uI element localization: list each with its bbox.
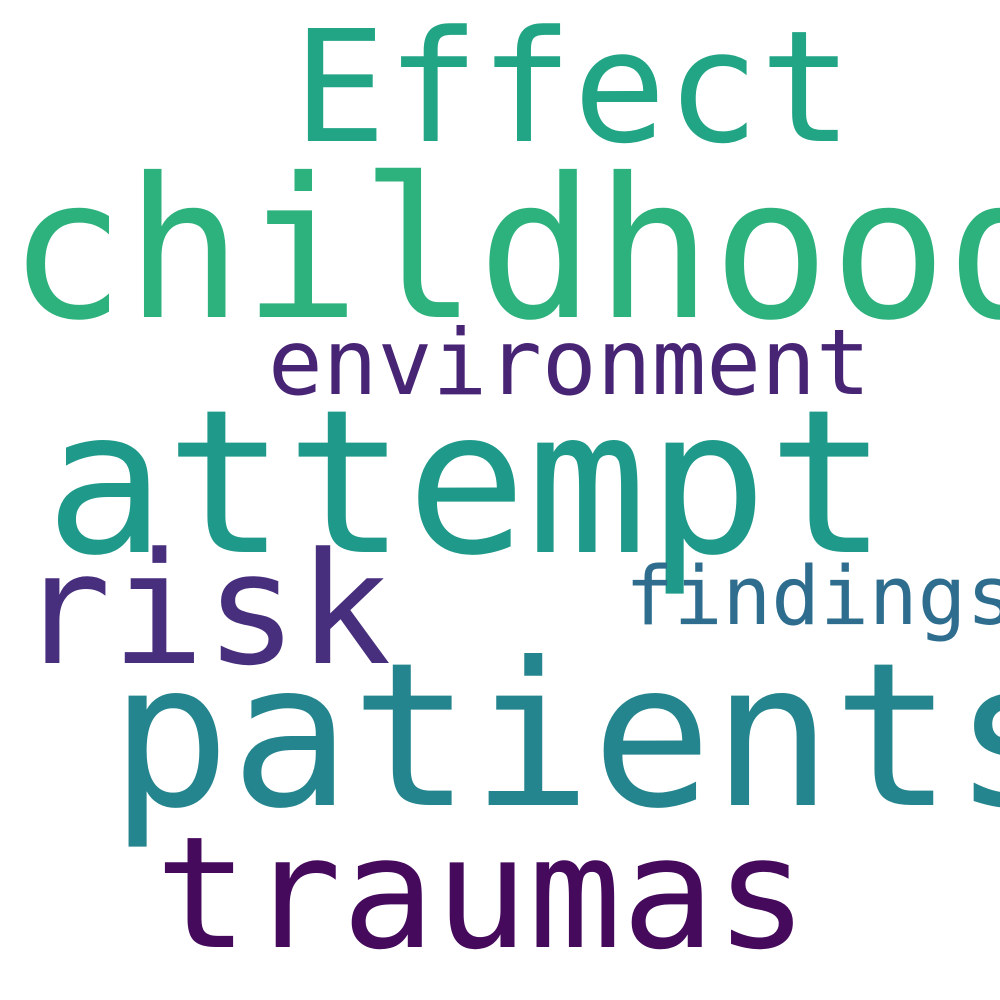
word-effect: Effect <box>293 0 853 178</box>
word-patients: patients <box>110 620 1000 853</box>
word-traumas: traumas <box>155 803 809 984</box>
word-attempt: attempt <box>45 367 888 600</box>
word-environment: environment <box>268 311 871 416</box>
word-findings: findings <box>625 550 1000 644</box>
word-childhood: childhood <box>8 136 1000 363</box>
word-risk: risk <box>18 519 392 700</box>
